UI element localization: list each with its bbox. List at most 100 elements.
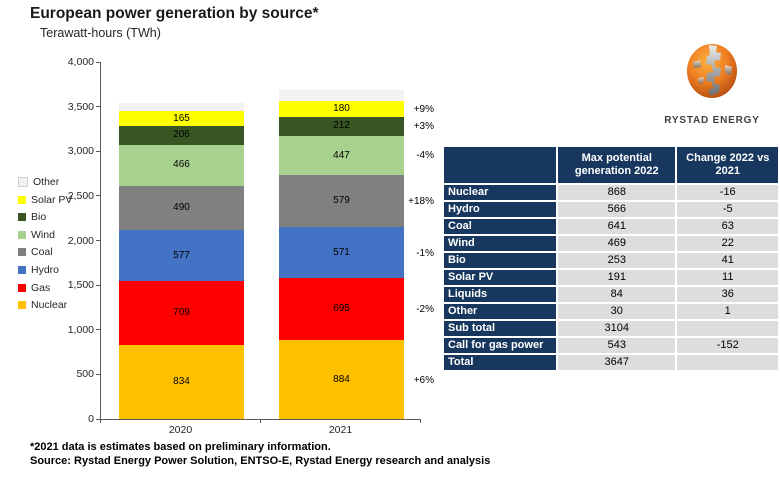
legend-label: Wind [31,228,55,241]
y-axis-tick-label: 3,500 [67,100,94,113]
bar-segment-nuclear: 834 [119,344,244,419]
table-row: Call for gas power 543 -152 [441,336,780,355]
y-axis-tick-label: 3,000 [67,145,94,158]
bar-segment-value: 165 [173,112,190,124]
bar-segment-value: 180 [333,102,350,114]
table-row-label: Liquids [441,285,559,304]
change-label-coal: +18% [408,196,434,208]
change-label-nuclear: +6% [413,374,434,386]
bar-segment-other [119,102,244,112]
y-axis-tick-mark [96,329,100,331]
footnote-line-1: *2021 data is estimates based on prelimi… [30,441,331,453]
change-label-bio: +3% [413,121,434,133]
page-title: European power generation by source* [30,5,319,22]
table-cell-max-potential: 191 [556,268,678,287]
footnote: *2021 data is estimates based on prelimi… [30,440,490,469]
x-axis-category-label: 2021 [328,424,353,436]
table-row-label: Bio [441,251,559,270]
max-potential-table: Max potential generation 2022 Change 2022… [441,145,780,372]
bar-segment-solar-pv: 165 [119,111,244,127]
table-cell-change: 1 [675,302,780,321]
bar-segment-value: 206 [173,129,190,141]
y-axis-tick-label: 4,000 [67,56,94,68]
legend-swatch [18,230,26,239]
table-row-label: Wind [441,234,559,253]
y-axis-tick-label: 2,500 [67,189,94,202]
table-row: Total 3647 [441,353,780,372]
legend-item-gas: Gas [18,282,72,294]
y-axis-tick-label: 1,000 [67,323,94,336]
table-cell-max-potential: 868 [556,183,678,202]
legend-label: Solar PV [31,193,73,206]
table-cell-max-potential: 84 [556,285,678,304]
legend-label: Hydro [31,263,60,276]
change-label-gas: -2% [416,304,434,316]
table-header-cell: Change 2022 vs 2021 [675,145,780,185]
table-cell-max-potential: 566 [556,200,678,219]
table-row: Liquids 84 36 [441,285,780,304]
table-cell-change [675,319,780,338]
legend-item-coal: Coal [18,246,72,258]
table-cell-change: 11 [675,268,780,287]
bar-segment-value: 834 [173,375,190,387]
table-row: Hydro 566 -5 [441,200,780,219]
table-row-label: Sub total [441,319,559,338]
legend-swatch [18,177,28,187]
bar-segment-value: 709 [173,306,190,318]
axis-layer: 0 500 1,000 1,500 2,000 2,500 3,000 3,500 4,000 2… [67,56,434,436]
table-cell-change [675,353,780,372]
legend-label: Bio [31,211,47,224]
legend-swatch [18,301,26,310]
y-axis-tick-mark [96,61,100,63]
bar-segment-bio: 212 [279,116,404,136]
table-row-label: Coal [441,217,559,236]
change-label-hydro: -1% [416,247,434,259]
change-label-wind: -4% [416,150,434,162]
y-axis-tick-mark [96,106,100,108]
table-cell-change: 63 [675,217,780,236]
x-axis-tick-mark [100,419,101,423]
x-axis-tick-mark [260,419,261,423]
table-row-label: Solar PV [441,268,559,287]
table-header-cell: Max potential generation 2022 [556,145,678,185]
bar-segment-other [279,89,404,101]
legend-item-other: Other [18,176,72,188]
legend-label: Coal [31,246,53,259]
table-cell-change: -152 [675,336,780,355]
y-axis-tick-mark [96,284,100,286]
bar-segment-gas: 709 [119,281,244,345]
chart-units-subtitle: Terawatt-hours (TWh) [40,26,161,40]
legend-swatch [18,248,26,257]
table-cell-max-potential: 253 [556,251,678,270]
bar-segment-wind: 447 [279,135,404,176]
legend-item-hydro: Hydro [18,264,72,276]
legend-label: Other [33,176,60,188]
bar-segment-value: 466 [173,159,190,171]
y-axis-tick-label: 1,500 [67,279,94,292]
table-row-label: Other [441,302,559,321]
bar-segment-value: 884 [333,373,350,385]
table-row: Bio 253 41 [441,251,780,270]
table-cell-change: 22 [675,234,780,253]
table-cell-change: -5 [675,200,780,219]
bar-segment-wind: 466 [119,144,244,187]
table-row-label: Call for gas power [441,336,559,355]
bar-segment-value: 490 [173,201,190,213]
bar-2020: 834 709 577 490 466 206 165 [119,102,244,419]
table-cell-change: -16 [675,183,780,202]
legend-item-nuclear: Nuclear [18,299,72,311]
legend-item-wind: Wind [18,229,72,241]
table-row-label: Nuclear [441,183,559,202]
legend-label: Gas [31,281,51,294]
table-cell-max-potential: 3647 [556,353,678,372]
bar-segment-value: 571 [333,246,350,258]
x-axis-category-label: 2020 [168,424,193,436]
legend-label: Nuclear [31,299,68,312]
table-cell-max-potential: 543 [556,336,678,355]
y-axis-tick-label: 500 [76,368,94,381]
bar-segment-value: 212 [333,120,350,132]
table-header-cell [441,145,559,185]
bar-segment-value: 577 [173,249,190,261]
bar-segment-value: 579 [333,195,350,207]
table-cell-max-potential: 3104 [556,319,678,338]
